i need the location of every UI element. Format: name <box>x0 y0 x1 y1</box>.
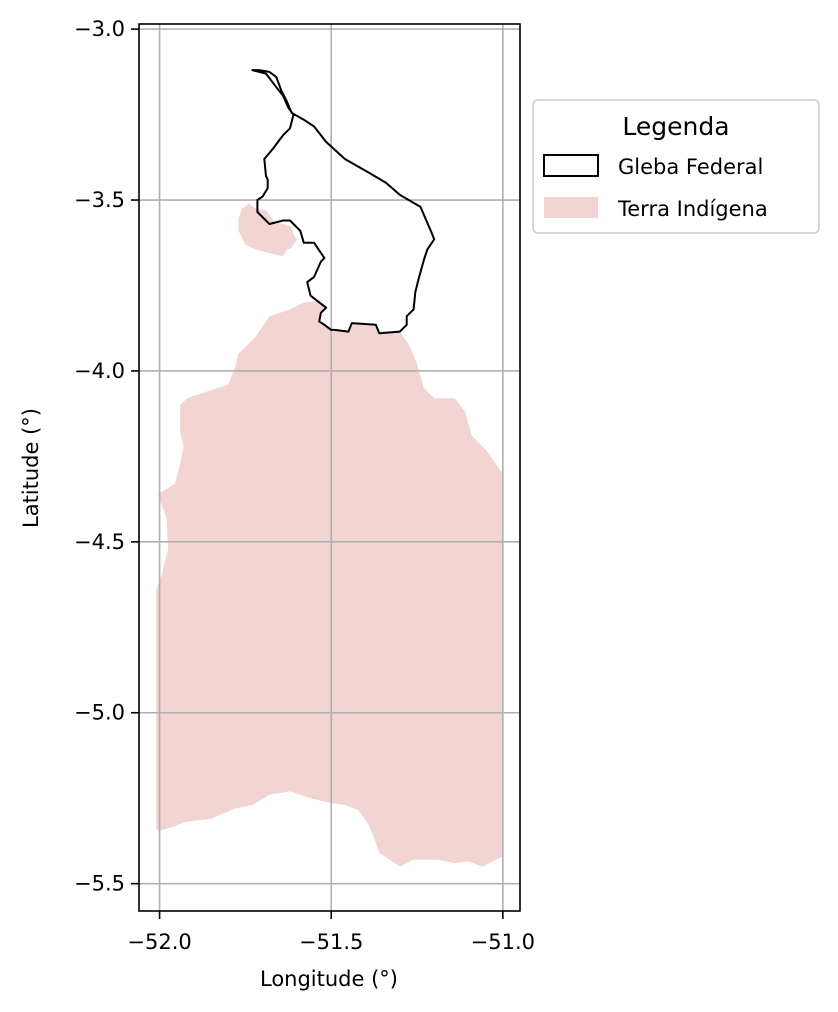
y-tick-label: −5.0 <box>74 701 125 725</box>
x-axis-label: Longitude (°) <box>260 967 398 991</box>
legend-swatch-gleba-federal <box>543 154 599 177</box>
x-axis-ticks: −52.0 −51.5 −51.0 <box>127 911 535 954</box>
terra-indigena-polygon-2 <box>156 300 503 867</box>
terra-indigena-layer <box>156 203 503 867</box>
gleba-federal-layer <box>251 69 436 335</box>
terra-indigena-polygon-1 <box>238 203 297 257</box>
gleba-federal-boundary <box>251 69 436 335</box>
y-tick-label: −3.0 <box>74 17 125 41</box>
legend-swatch-terra-indigena <box>544 197 598 218</box>
y-axis-ticks: −3.0 −3.5 −4.0 −4.5 −5.0 −5.5 <box>74 17 139 896</box>
axes-frame <box>138 23 521 912</box>
map-grid <box>139 24 520 911</box>
y-axis-label: Latitude (°) <box>19 408 43 528</box>
x-tick-label: −51.0 <box>471 930 535 954</box>
legend: Legenda Gleba Federal Terra Indígena <box>532 99 820 234</box>
y-tick-label: −4.5 <box>74 530 125 554</box>
y-tick-label: −4.0 <box>74 359 125 383</box>
y-tick-label: −5.5 <box>74 872 125 896</box>
legend-title: Legenda <box>622 112 729 141</box>
x-tick-label: −51.5 <box>299 930 363 954</box>
plot-area: −52.0 −51.5 −51.0 −3.0 −3.5 −4.0 −4.5 −5.0 −5.5 <box>74 17 535 954</box>
x-tick-label: −52.0 <box>127 930 191 954</box>
legend-label-gleba-federal: Gleba Federal <box>618 155 763 179</box>
legend-box <box>532 99 820 234</box>
legend-label-terra-indigena: Terra Indígena <box>617 197 768 221</box>
y-tick-label: −3.5 <box>74 188 125 212</box>
